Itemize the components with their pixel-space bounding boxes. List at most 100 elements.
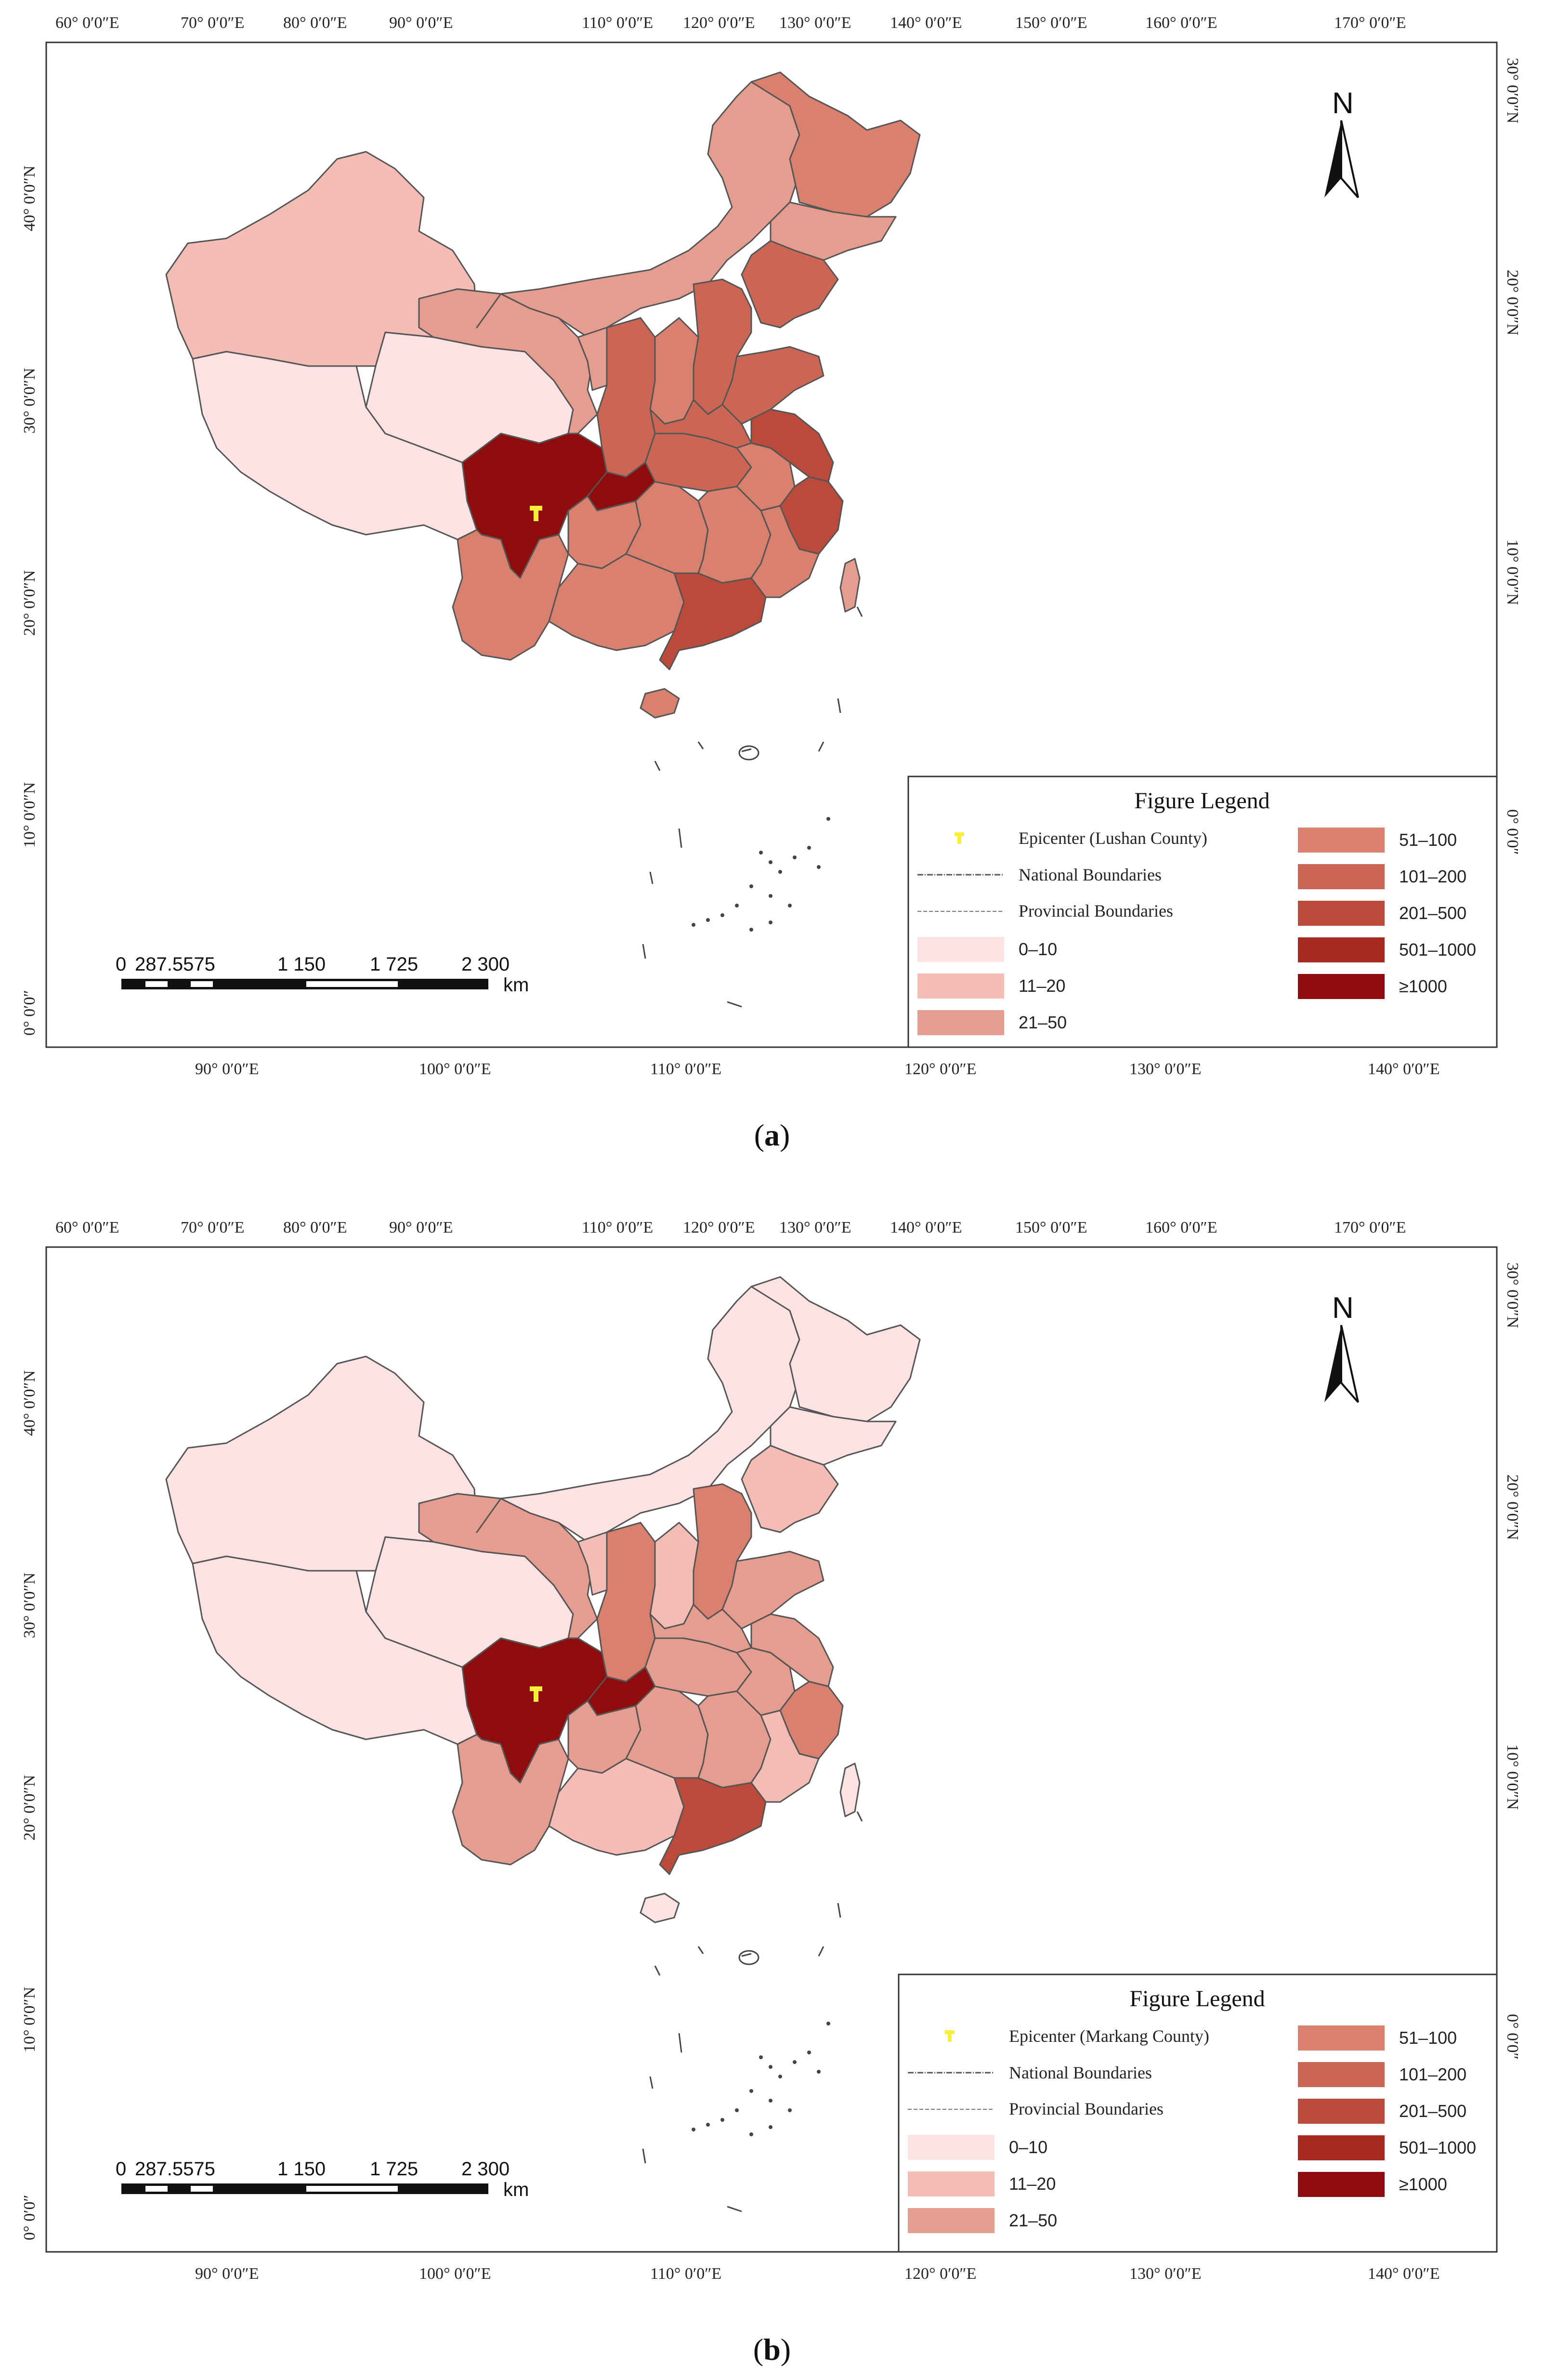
legend-swatch-101-200 — [1298, 2062, 1385, 2087]
north-arrow: N — [1324, 87, 1359, 198]
legend-swatch-501-1000 — [1298, 2135, 1385, 2160]
province-liaoning — [741, 1445, 839, 1533]
province-ningxia — [577, 1531, 608, 1596]
island-mark — [697, 741, 704, 750]
province-jilin — [770, 201, 897, 261]
province-taiwan — [839, 558, 861, 613]
left-tick: 0° 0′0″ — [21, 990, 39, 1036]
island-dot — [720, 913, 724, 917]
legend-range-label: 0–10 — [1009, 2137, 1047, 2157]
legend-range-label: 101–200 — [1399, 867, 1466, 886]
top-tick: 160° 0′0″E — [1145, 14, 1217, 32]
top-tick: 120° 0′0″E — [683, 14, 755, 32]
legend-swatch-11-20 — [908, 2171, 994, 2196]
top-tick: 110° 0′0″E — [582, 14, 653, 32]
bottom-axis-ticks: 90° 0′0″E 100° 0′0″E 110° 0′0″E 120° 0′0… — [195, 1060, 1439, 1078]
left-tick: 30° 0′0″N — [21, 1573, 39, 1638]
island-mark — [818, 741, 824, 752]
island-mark — [654, 761, 661, 771]
island-dot — [788, 2108, 792, 2112]
legend-range-label: 0–10 — [1019, 939, 1057, 959]
legend-swatch-11-20 — [917, 973, 1004, 999]
province-hainan — [640, 1893, 680, 1923]
map-figure-a: 60° 0′0″E 70° 0′0″E 80° 0′0″E 90° 0′0″E … — [21, 14, 1521, 1078]
island-mark — [678, 2033, 682, 2053]
scale-bar-track — [121, 2183, 488, 2194]
legend-swatch-51-100 — [1298, 2025, 1385, 2051]
figure-legend: Figure Legend Epicenter (Markang County)… — [898, 1973, 1498, 2253]
top-tick: 110° 0′0″E — [582, 1219, 653, 1236]
scale-bar-track — [121, 979, 488, 989]
epicenter-pin-body — [534, 511, 538, 521]
legend-swatch-0-10 — [917, 937, 1004, 962]
scale-label: 2 300 — [461, 954, 510, 975]
legend-title: Figure Legend — [1134, 788, 1269, 814]
island-mark — [654, 1965, 661, 1976]
legend-range-label: 21–50 — [1009, 2210, 1057, 2230]
island-dot — [735, 2108, 739, 2112]
epicenter-pin-body — [534, 1691, 538, 1702]
bottom-tick: 90° 0′0″E — [195, 1060, 259, 1078]
legend-swatch-21-50 — [908, 2208, 994, 2233]
left-tick: 10° 0′0″N — [21, 1987, 39, 2052]
north-arrow-left — [1324, 120, 1341, 197]
legend-range-label: 501–1000 — [1399, 940, 1476, 960]
bottom-tick: 90° 0′0″E — [195, 2265, 259, 2283]
legend-range-label: ≥1000 — [1399, 976, 1447, 996]
legend-swatch-501-1000 — [1298, 937, 1385, 962]
bottom-tick: 110° 0′0″E — [650, 2265, 721, 2283]
island-dot — [749, 2089, 753, 2093]
legend-swatch-0-10 — [908, 2135, 994, 2160]
island-mark — [837, 698, 841, 713]
island-mark — [649, 2076, 654, 2089]
province-ningxia — [577, 327, 608, 391]
figure-legend: Figure Legend Epicenter (Lushan County) … — [907, 776, 1498, 1048]
legend-box — [907, 776, 1498, 1048]
legend-provincial-label: Provincial Boundaries — [1019, 901, 1173, 920]
province-shandong — [721, 346, 824, 425]
island-mark — [642, 2148, 646, 2164]
province-heilongjiang — [750, 71, 921, 218]
left-axis-ticks: 40° 0′0″N 30° 0′0″N 20° 0′0″N 10° 0′0″N … — [21, 166, 39, 1036]
legend-swatch-51-100 — [1298, 828, 1385, 853]
province-taiwan — [839, 1762, 861, 1817]
island-dot — [769, 894, 772, 898]
panel-label: b — [763, 2332, 781, 2367]
island-mark — [818, 1946, 824, 1957]
legend-range-label: 101–200 — [1399, 2064, 1466, 2084]
island-dot — [692, 923, 695, 927]
legend-provincial-label: Provincial Boundaries — [1009, 2099, 1164, 2118]
right-tick: 0° 0′0″ — [1504, 809, 1521, 855]
island-dot — [706, 918, 710, 922]
legend-epicenter-label: Epicenter (Lushan County) — [1019, 828, 1207, 848]
island-dot — [749, 884, 753, 888]
left-tick: 30° 0′0″N — [21, 368, 39, 434]
top-tick: 140° 0′0″E — [890, 14, 962, 32]
right-tick: 20° 0′0″N — [1504, 1474, 1521, 1540]
north-arrow-left — [1324, 1325, 1341, 1402]
island-dot — [778, 870, 782, 874]
island-mark — [741, 748, 752, 752]
province-layer — [165, 71, 921, 719]
legend-epicenter-icon — [957, 836, 961, 844]
legend-national-label: National Boundaries — [1009, 2063, 1152, 2082]
scale-bar: 0 287.5575 1 150 1 725 2 300 km — [116, 2158, 529, 2200]
top-tick: 140° 0′0″E — [890, 1219, 962, 1236]
legend-epicenter-label: Epicenter (Markang County) — [1009, 2026, 1209, 2046]
island-dot — [817, 865, 821, 869]
south-sea-islands — [642, 606, 863, 1008]
island-mark — [741, 1953, 752, 1957]
north-arrow: N — [1324, 1291, 1359, 1403]
top-axis-ticks: 60° 0′0″E 70° 0′0″E 80° 0′0″E 90° 0′0″E … — [55, 14, 1406, 32]
legend-range-label: 201–500 — [1399, 903, 1466, 923]
top-tick: 120° 0′0″E — [683, 1219, 755, 1236]
legend-swatch-21-50 — [917, 1010, 1004, 1035]
top-tick: 60° 0′0″E — [55, 1219, 119, 1236]
island-dot — [807, 2051, 811, 2054]
island-dot — [788, 904, 792, 907]
south-sea-islands — [642, 1811, 863, 2212]
legend-range-label: 51–100 — [1399, 830, 1457, 850]
legend-swatch-101-200 — [1298, 864, 1385, 889]
map-panel-a: 60° 0′0″E 70° 0′0″E 80° 0′0″E 90° 0′0″E … — [21, 14, 1521, 1152]
legend-swatch-201-500 — [1298, 901, 1385, 926]
